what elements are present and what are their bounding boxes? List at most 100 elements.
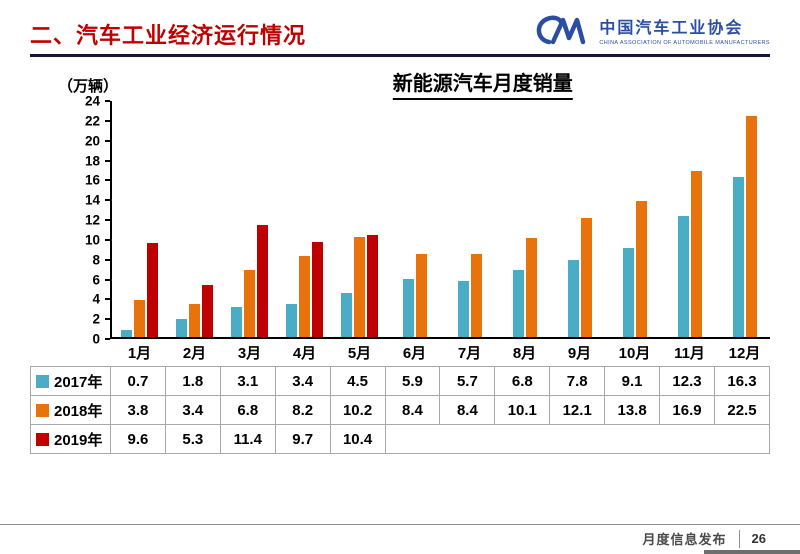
y-tick-mark bbox=[105, 258, 110, 261]
y-tick-label: 24 bbox=[84, 93, 100, 109]
x-axis-labels: 1月 2月 3月 4月 5月 6月 7月 8月 9月 10月 11月 12月 bbox=[112, 339, 770, 365]
value-cell: 0.7 bbox=[110, 366, 166, 396]
chart-head: （万辆） 新能源汽车月度销量 bbox=[30, 67, 770, 101]
value-cell: 11.4 bbox=[219, 424, 276, 454]
value-cell: 3.4 bbox=[164, 395, 221, 425]
value-cell: 3.4 bbox=[274, 366, 331, 396]
series-name: 2017年 bbox=[54, 373, 103, 391]
y-axis-unit-label: （万辆） bbox=[58, 78, 119, 95]
y-tick-label: 16 bbox=[84, 172, 100, 188]
value-cell: 9.7 bbox=[274, 424, 331, 454]
y-tick-mark bbox=[105, 139, 110, 142]
value-cell: 7.8 bbox=[549, 366, 606, 396]
bar-group-month10 bbox=[607, 101, 662, 337]
y-tick-label: 18 bbox=[84, 153, 100, 168]
y-tick-label: 2 bbox=[92, 311, 100, 327]
header-underline bbox=[30, 54, 770, 57]
bar-group-month9 bbox=[552, 101, 607, 337]
footer-divider bbox=[738, 529, 740, 548]
y-tick-mark bbox=[105, 179, 110, 182]
bar-series1-month3 bbox=[244, 270, 255, 337]
series-legend-cell: 2019年 bbox=[30, 424, 111, 454]
value-cell: 10.4 bbox=[329, 424, 386, 454]
value-cell: 16.9 bbox=[659, 395, 715, 425]
value-cell: 4.5 bbox=[329, 366, 386, 396]
y-tick-label: 10 bbox=[84, 232, 100, 248]
value-cell: 16.3 bbox=[713, 366, 771, 396]
x-tick-label: 1月 bbox=[127, 345, 152, 362]
bar-series1-month1 bbox=[134, 299, 145, 337]
value-cell: 5.7 bbox=[439, 366, 496, 396]
y-tick-label: 4 bbox=[92, 291, 100, 307]
x-tick-label: 2月 bbox=[182, 345, 207, 362]
empty-cell bbox=[384, 424, 771, 454]
y-tick-mark bbox=[105, 100, 110, 102]
x-tick-label: 6月 bbox=[402, 345, 427, 362]
legend-swatch bbox=[36, 432, 49, 446]
bar-series1-month4 bbox=[299, 256, 310, 337]
x-tick-label: 3月 bbox=[237, 345, 262, 362]
x-tick-label: 8月 bbox=[512, 345, 537, 362]
y-tick-label: 22 bbox=[84, 113, 100, 129]
bar-series0-month10 bbox=[622, 247, 634, 337]
y-tick-label: 14 bbox=[84, 192, 100, 208]
bar-series2-month1 bbox=[147, 242, 158, 337]
caam-logo-text: 中国汽车工业协会 CHINA ASSOCIATION OF AUTOMOBILE… bbox=[599, 14, 770, 46]
bar-series1-month11 bbox=[690, 170, 702, 337]
value-cell: 22.5 bbox=[713, 395, 771, 425]
bar-series0-month2 bbox=[176, 319, 187, 337]
bar-series0-month11 bbox=[677, 216, 689, 337]
series-name: 2018年 bbox=[54, 402, 103, 420]
value-cell: 9.1 bbox=[604, 366, 661, 396]
footer-row: 月度信息发布 26 bbox=[0, 525, 800, 548]
y-tick-mark bbox=[105, 219, 110, 221]
bar-series0-month4 bbox=[286, 303, 297, 337]
y-tick-mark bbox=[105, 318, 110, 321]
y-tick-mark bbox=[105, 278, 110, 281]
header: 二、汽车工业经济运行情况 中国汽车工业协会 CHINA ASSOCIATION … bbox=[0, 0, 800, 50]
table-row: 2017年 0.7 1.8 3.1 3.4 4.5 5.9 5.7 6.8 7.8 9.1 12.3 1… bbox=[30, 366, 771, 396]
bar-group-month7 bbox=[442, 101, 497, 337]
bar-series0-month8 bbox=[512, 270, 524, 337]
y-tick-mark bbox=[105, 159, 110, 162]
bar-group-month8 bbox=[497, 101, 552, 337]
bar-series1-month10 bbox=[635, 201, 647, 337]
bar-series1-month7 bbox=[470, 254, 482, 337]
bar-series1-month12 bbox=[745, 115, 757, 337]
x-tick-label: 4月 bbox=[292, 345, 317, 362]
y-tick-label: 12 bbox=[84, 212, 100, 228]
data-table-body: 2017年 0.7 1.8 3.1 3.4 4.5 5.9 5.7 6.8 7.8 9.1 12.3 1… bbox=[30, 366, 771, 454]
bar-series0-month5 bbox=[341, 292, 352, 337]
y-tick-label: 6 bbox=[92, 272, 100, 287]
value-cell: 8.4 bbox=[384, 395, 441, 425]
series-legend-cell: 2018年 bbox=[30, 395, 111, 425]
bar-group-month5 bbox=[332, 101, 387, 337]
y-axis: 0 2 4 6 8 10 12 14 16 18 20 22 24 bbox=[30, 94, 110, 347]
table-row: 2018年 3.8 3.4 6.8 8.2 10.2 8.4 8.4 10.1 12.1 13.8 1… bbox=[30, 395, 771, 425]
x-tick-label: 11月 bbox=[674, 345, 705, 362]
y-tick-mark bbox=[105, 298, 110, 301]
bar-series1-month5 bbox=[354, 236, 365, 337]
value-cell: 13.8 bbox=[604, 395, 661, 425]
footer-corner-bar bbox=[704, 550, 800, 554]
value-cell: 3.1 bbox=[219, 366, 276, 396]
y-tick-mark bbox=[105, 238, 110, 241]
y-tick-label: 20 bbox=[84, 133, 100, 149]
bar-series1-month2 bbox=[189, 303, 200, 337]
bar-series2-month4 bbox=[312, 241, 323, 337]
bar-group-month3 bbox=[222, 101, 277, 337]
legend-swatch bbox=[36, 403, 49, 417]
footer-rule bbox=[0, 524, 800, 525]
footer: 月度信息发布 26 bbox=[0, 524, 800, 554]
value-cell: 8.2 bbox=[274, 395, 331, 425]
page-number: 26 bbox=[751, 531, 766, 546]
value-cell: 10.1 bbox=[494, 395, 551, 425]
bar-series0-month6 bbox=[402, 278, 414, 337]
bar-series0-month9 bbox=[567, 260, 579, 337]
table-row: 2019年 9.6 5.3 11.4 9.7 10.4 bbox=[30, 424, 771, 454]
value-cell: 1.8 bbox=[164, 366, 221, 396]
bar-group-month2 bbox=[167, 101, 222, 337]
x-tick-label: 10月 bbox=[618, 345, 651, 362]
value-cell: 6.8 bbox=[494, 366, 551, 396]
